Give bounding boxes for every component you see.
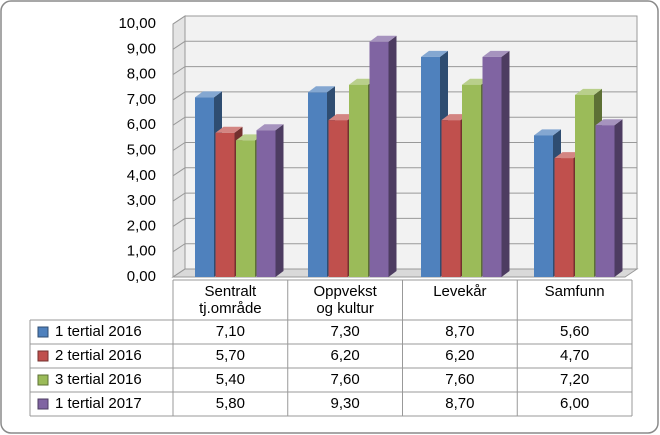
bar bbox=[595, 125, 615, 277]
bar-top bbox=[195, 91, 222, 98]
category-label: Levekår bbox=[433, 283, 487, 300]
bar bbox=[554, 158, 574, 277]
bar bbox=[236, 140, 255, 277]
table-value: 7,60 bbox=[331, 371, 360, 388]
bar-top bbox=[308, 86, 335, 93]
bar bbox=[534, 135, 553, 277]
bar-top bbox=[482, 50, 510, 57]
table-value: 7,60 bbox=[445, 371, 474, 388]
bar-top bbox=[349, 78, 376, 85]
bar-side bbox=[614, 119, 623, 277]
bar-top bbox=[554, 152, 582, 159]
legend-label: 1 tertial 2016 bbox=[55, 323, 142, 340]
table-value: 8,70 bbox=[445, 323, 474, 340]
table-value: 5,40 bbox=[216, 371, 245, 388]
category-label: Sentralt tj.område bbox=[199, 283, 262, 317]
legend-swatch bbox=[37, 326, 49, 338]
table-value: 6,00 bbox=[560, 395, 589, 412]
bar-top bbox=[256, 124, 284, 131]
category-label: Samfunn bbox=[544, 283, 605, 300]
bar bbox=[349, 84, 368, 277]
table-value: 5,60 bbox=[560, 323, 589, 340]
bar-top bbox=[236, 134, 263, 141]
y-tick-label: 3,00 bbox=[127, 192, 156, 209]
bar bbox=[441, 120, 461, 277]
y-tick-label: 5,00 bbox=[127, 141, 156, 158]
bar bbox=[328, 120, 348, 277]
y-tick-label: 6,00 bbox=[127, 116, 156, 133]
bar-side bbox=[388, 35, 397, 278]
table-value: 6,20 bbox=[331, 347, 360, 364]
legend-label: 2 tertial 2016 bbox=[55, 347, 142, 364]
legend-swatch bbox=[37, 398, 49, 410]
bar-top bbox=[595, 119, 623, 126]
bar-side bbox=[275, 124, 284, 277]
bar bbox=[195, 97, 214, 278]
bar-top bbox=[462, 78, 489, 85]
table-value: 8,70 bbox=[445, 395, 474, 412]
legend-swatch bbox=[37, 374, 49, 386]
table-value: 7,30 bbox=[331, 323, 360, 340]
bar bbox=[369, 41, 389, 278]
y-tick-label: 4,00 bbox=[127, 167, 156, 184]
bar bbox=[575, 94, 594, 277]
bar bbox=[256, 130, 276, 277]
table-value: 4,70 bbox=[560, 347, 589, 364]
y-tick-label: 7,00 bbox=[127, 91, 156, 108]
table-value: 5,80 bbox=[216, 395, 245, 412]
grid-line bbox=[172, 40, 637, 50]
bar-top bbox=[441, 114, 469, 121]
bar bbox=[421, 56, 440, 277]
table-value: 7,20 bbox=[560, 371, 589, 388]
y-tick-label: 9,00 bbox=[127, 40, 156, 57]
legend-label: 3 tertial 2016 bbox=[55, 371, 142, 388]
bar-top bbox=[421, 50, 448, 57]
table-value: 5,70 bbox=[216, 347, 245, 364]
bar-top bbox=[369, 35, 397, 42]
table-value: 9,30 bbox=[331, 395, 360, 412]
y-tick-label: 8,00 bbox=[127, 66, 156, 83]
category-label: Oppvekst og kultur bbox=[313, 283, 377, 317]
legend-label: 1 tertial 2017 bbox=[55, 395, 142, 412]
legend-swatch bbox=[37, 350, 49, 362]
bar-top bbox=[215, 126, 243, 133]
bar bbox=[482, 56, 502, 277]
y-tick-label: 0,00 bbox=[127, 268, 156, 285]
grid-line bbox=[172, 15, 637, 25]
bar bbox=[308, 92, 327, 277]
bar-top bbox=[575, 88, 602, 95]
bar bbox=[215, 132, 235, 277]
y-tick-label: 2,00 bbox=[127, 217, 156, 234]
table-value: 7,10 bbox=[216, 323, 245, 340]
table-value: 6,20 bbox=[445, 347, 474, 364]
y-tick-label: 10,00 bbox=[118, 15, 156, 32]
bar-top bbox=[328, 114, 356, 121]
bar bbox=[462, 84, 481, 277]
bar-top bbox=[534, 129, 561, 136]
bar-side bbox=[501, 50, 510, 277]
y-tick-label: 1,00 bbox=[127, 243, 156, 260]
